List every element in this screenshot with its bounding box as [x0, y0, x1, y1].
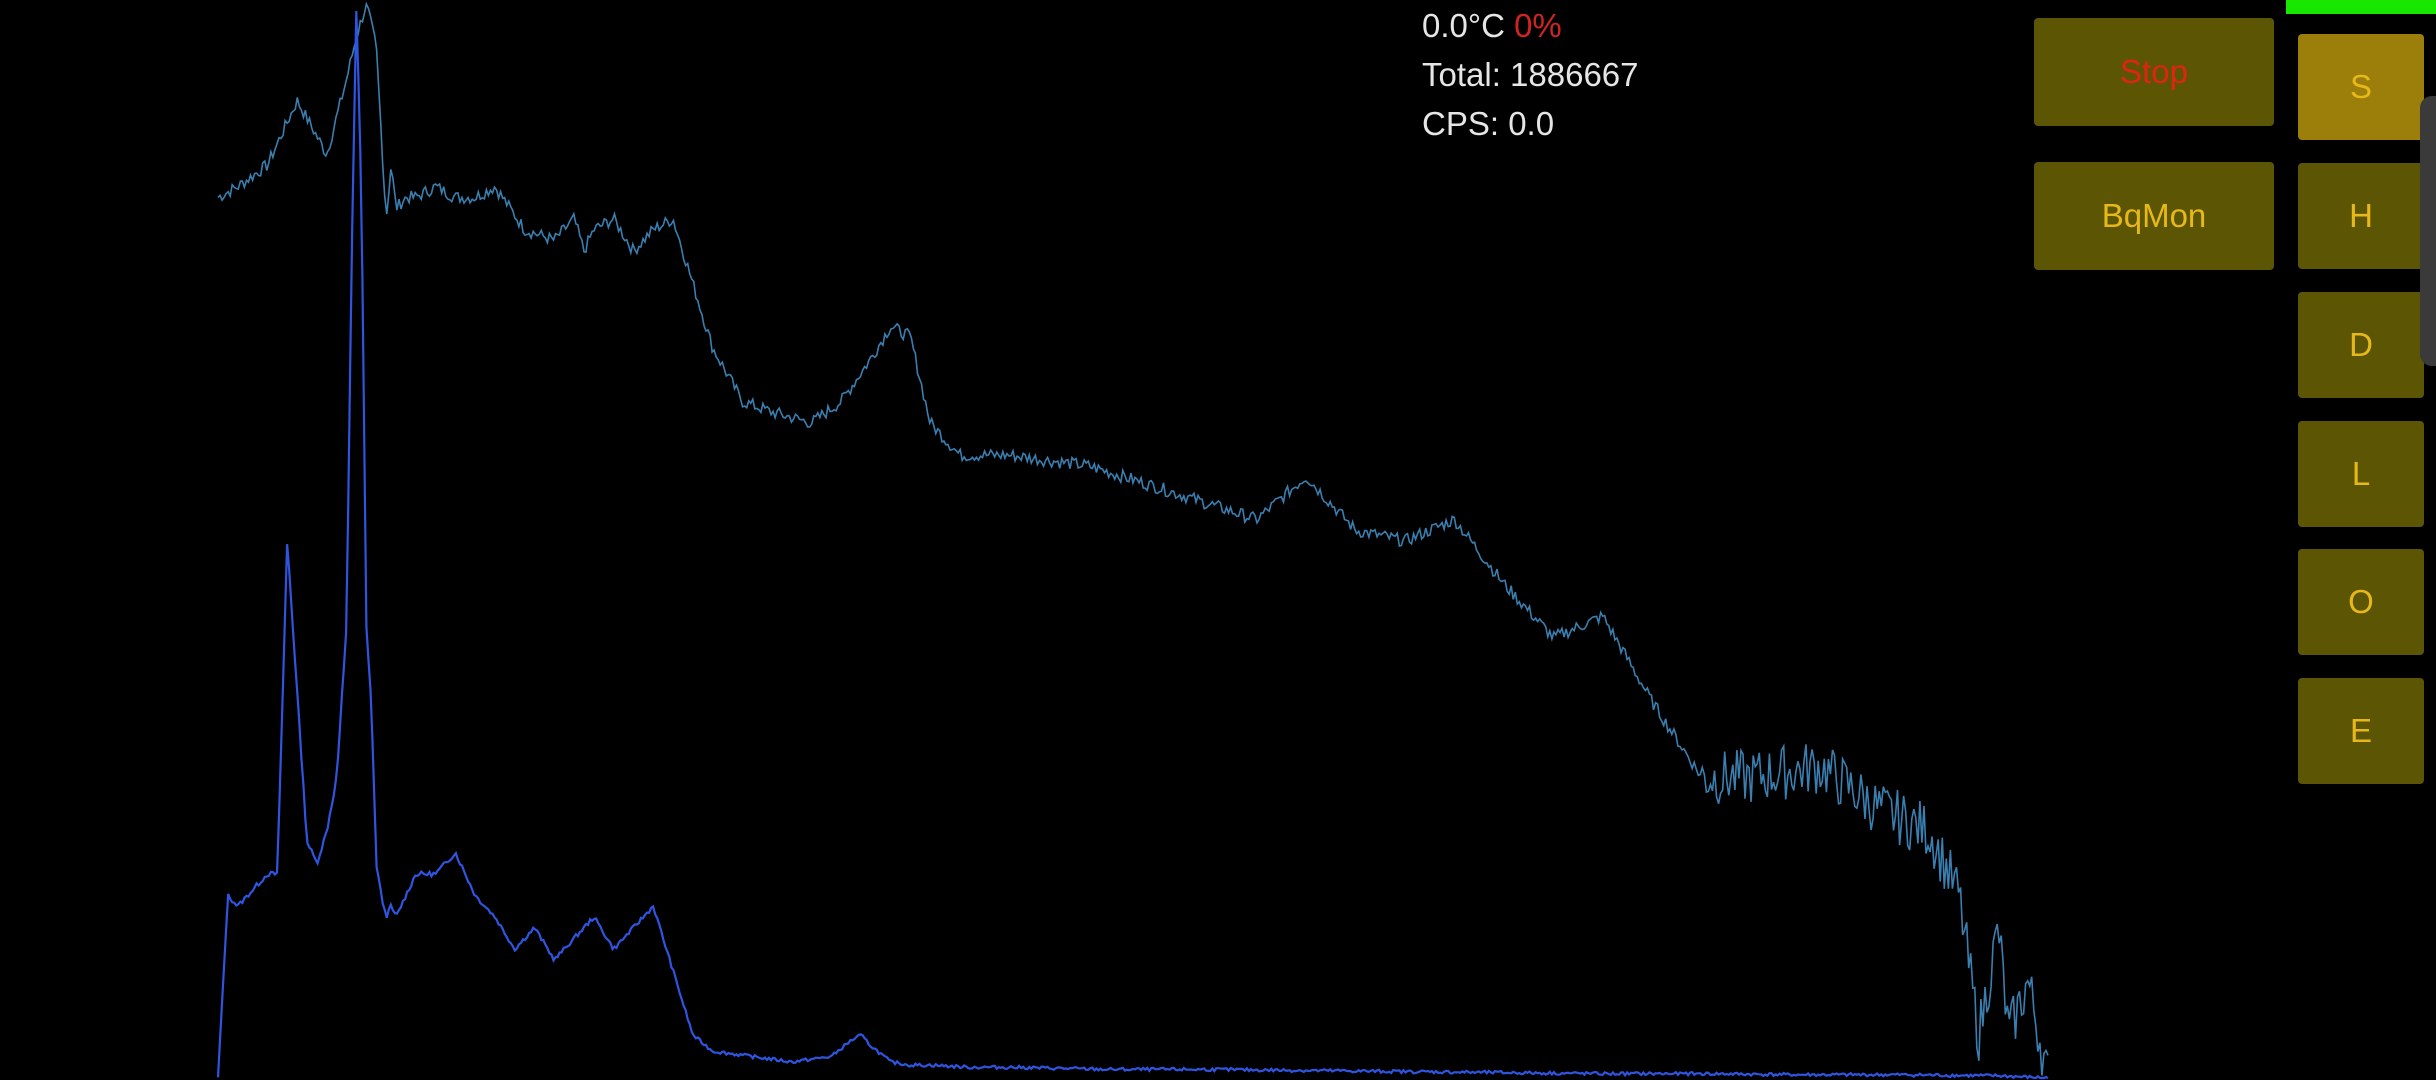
side-button-label: D — [2349, 326, 2373, 363]
stop-button-label: Stop — [2120, 53, 2188, 90]
side-button-o[interactable]: O — [2298, 549, 2424, 655]
side-button-l[interactable]: L — [2298, 421, 2424, 527]
side-button-d[interactable]: D — [2298, 292, 2424, 398]
side-button-label: E — [2349, 712, 2372, 749]
side-button-s[interactable]: S — [2298, 34, 2424, 140]
side-button-e[interactable]: E — [2298, 678, 2424, 784]
temperature-value: 0.0°C — [1422, 7, 1505, 44]
side-button-label: O — [2348, 583, 2374, 620]
bqmon-button-label: BqMon — [2101, 197, 2207, 234]
total-counts-readout: Total: 1886667 — [1422, 56, 1639, 93]
cps-readout: CPS: 0.0 — [1422, 105, 1555, 142]
battery-bar-icon — [2286, 0, 2436, 14]
side-button-label: S — [2349, 68, 2372, 105]
edge-handle-icon[interactable] — [2420, 96, 2436, 366]
side-button-h[interactable]: H — [2298, 163, 2424, 269]
bqmon-button[interactable]: BqMon — [2034, 162, 2274, 270]
side-button-label: L — [2351, 455, 2371, 492]
side-button-label: H — [2349, 197, 2373, 234]
linear-spectrum-trace — [216, 10, 2049, 1080]
stop-button[interactable]: Stop — [2034, 18, 2274, 126]
temperature-readout: 0.0°C 0% — [1422, 6, 1562, 46]
battery-percent: 0% — [1514, 7, 1562, 44]
log-spectrum-trace — [217, 1, 2049, 1076]
